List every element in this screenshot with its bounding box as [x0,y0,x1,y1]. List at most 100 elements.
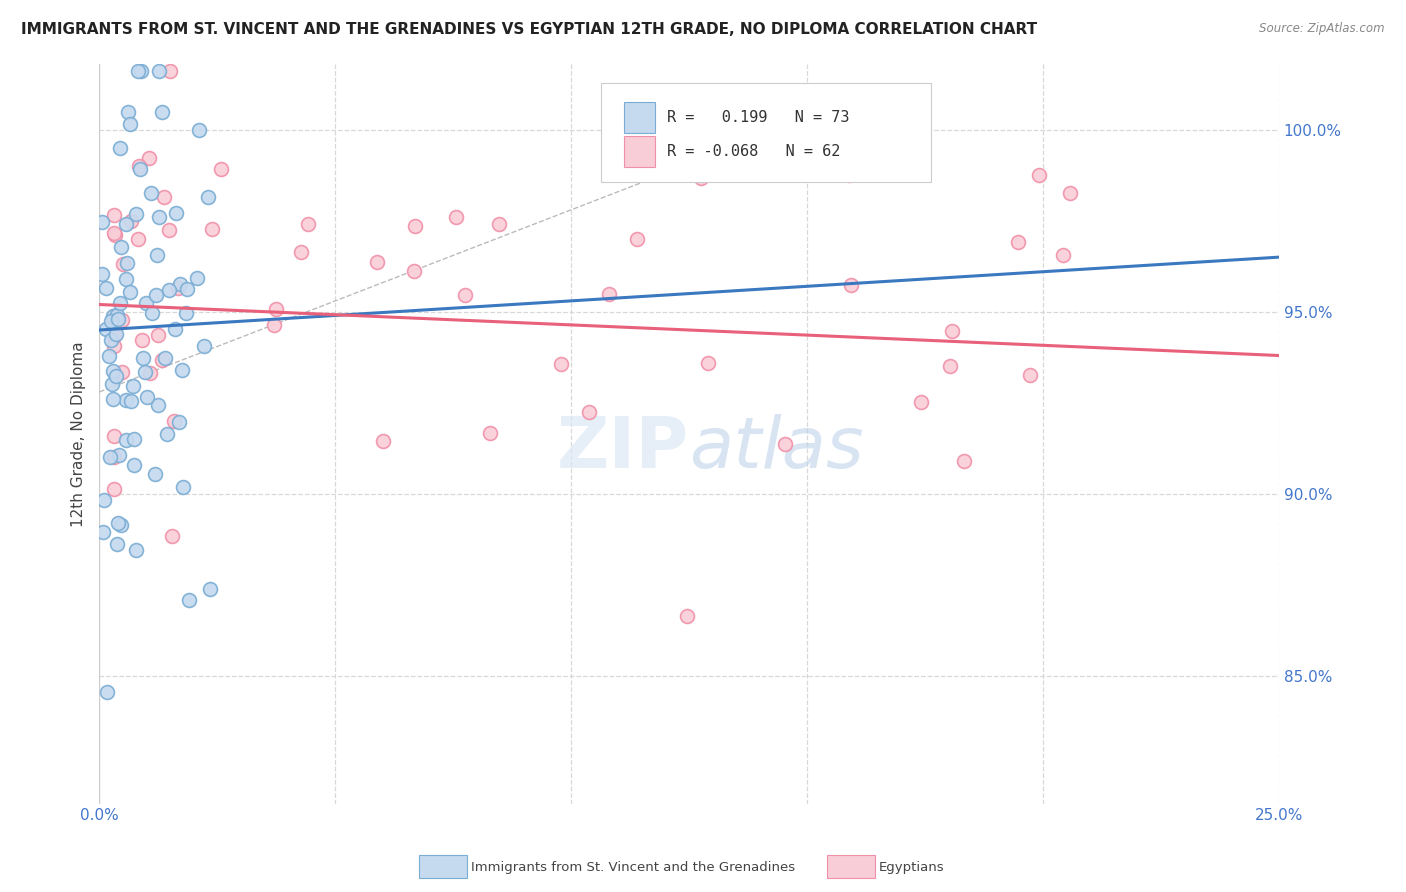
Text: Immigrants from St. Vincent and the Grenadines: Immigrants from St. Vincent and the Gren… [471,861,796,873]
Point [138,151,160,165]
Point [201,222,224,236]
Point [578,405,600,419]
Point [98,349,121,363]
Point [910,395,932,409]
Point [177,592,200,607]
Text: ZIP: ZIP [557,414,689,483]
Point [839,277,862,292]
Point [103,429,125,443]
Point [176,282,198,296]
Point [953,453,976,467]
Point [1028,169,1050,183]
Point [93,493,115,508]
Point [402,264,425,278]
Point [626,232,648,246]
Point [112,257,135,271]
Point [96,685,118,699]
Point [775,153,797,167]
Point [169,415,191,429]
Point [134,365,156,379]
Point [104,369,127,384]
Point [136,390,159,404]
Point [770,159,793,173]
Point [90,267,112,281]
Point [690,170,713,185]
Point [172,480,194,494]
Point [91,525,114,540]
Point [266,301,288,316]
Point [146,248,169,262]
Point [103,482,125,496]
Point [488,217,510,231]
Point [108,141,131,155]
Point [127,64,149,78]
Point [150,104,173,119]
Text: Egyptians: Egyptians [879,861,945,873]
Point [174,305,197,319]
Point [165,205,187,219]
Point [163,414,186,428]
Point [103,227,125,241]
Point [127,232,149,246]
Point [696,356,718,370]
Point [105,326,128,341]
Point [454,288,477,302]
Point [103,329,125,343]
Point [200,582,222,596]
Point [828,150,851,164]
Text: R = -0.068   N = 62: R = -0.068 N = 62 [666,144,841,159]
Point [143,467,166,481]
FancyBboxPatch shape [624,136,655,167]
Point [1018,368,1040,383]
Point [105,309,128,323]
Point [290,244,312,259]
Point [101,392,124,406]
Point [100,314,122,328]
Point [135,296,157,310]
Point [366,255,388,269]
Point [103,209,125,223]
Point [107,516,129,530]
Point [157,223,180,237]
Point [110,517,132,532]
Point [1052,248,1074,262]
Point [115,272,138,286]
Text: Source: ZipAtlas.com: Source: ZipAtlas.com [1260,22,1385,36]
Point [188,122,211,136]
Point [101,363,124,377]
Point [120,214,142,228]
Point [104,228,127,243]
Point [125,207,148,221]
Point [114,217,136,231]
Point [146,398,169,412]
Point [373,434,395,448]
Point [120,285,142,299]
Point [197,189,219,203]
Point [108,296,131,310]
Point [1007,235,1029,249]
Point [94,281,117,295]
Point [114,393,136,408]
Point [128,160,150,174]
Point [297,217,319,231]
Point [550,357,572,371]
Point [101,310,124,324]
Point [111,365,134,379]
Point [122,379,145,393]
Point [159,64,181,78]
Point [193,339,215,353]
Point [145,288,167,302]
Point [152,190,174,204]
Point [838,168,860,182]
Point [125,543,148,558]
Point [120,394,142,409]
Point [100,333,122,347]
Point [110,240,132,254]
Point [163,322,186,336]
Point [98,450,121,464]
Point [172,363,194,377]
FancyBboxPatch shape [600,83,931,182]
Point [160,529,183,543]
Point [150,353,173,368]
Point [131,333,153,347]
